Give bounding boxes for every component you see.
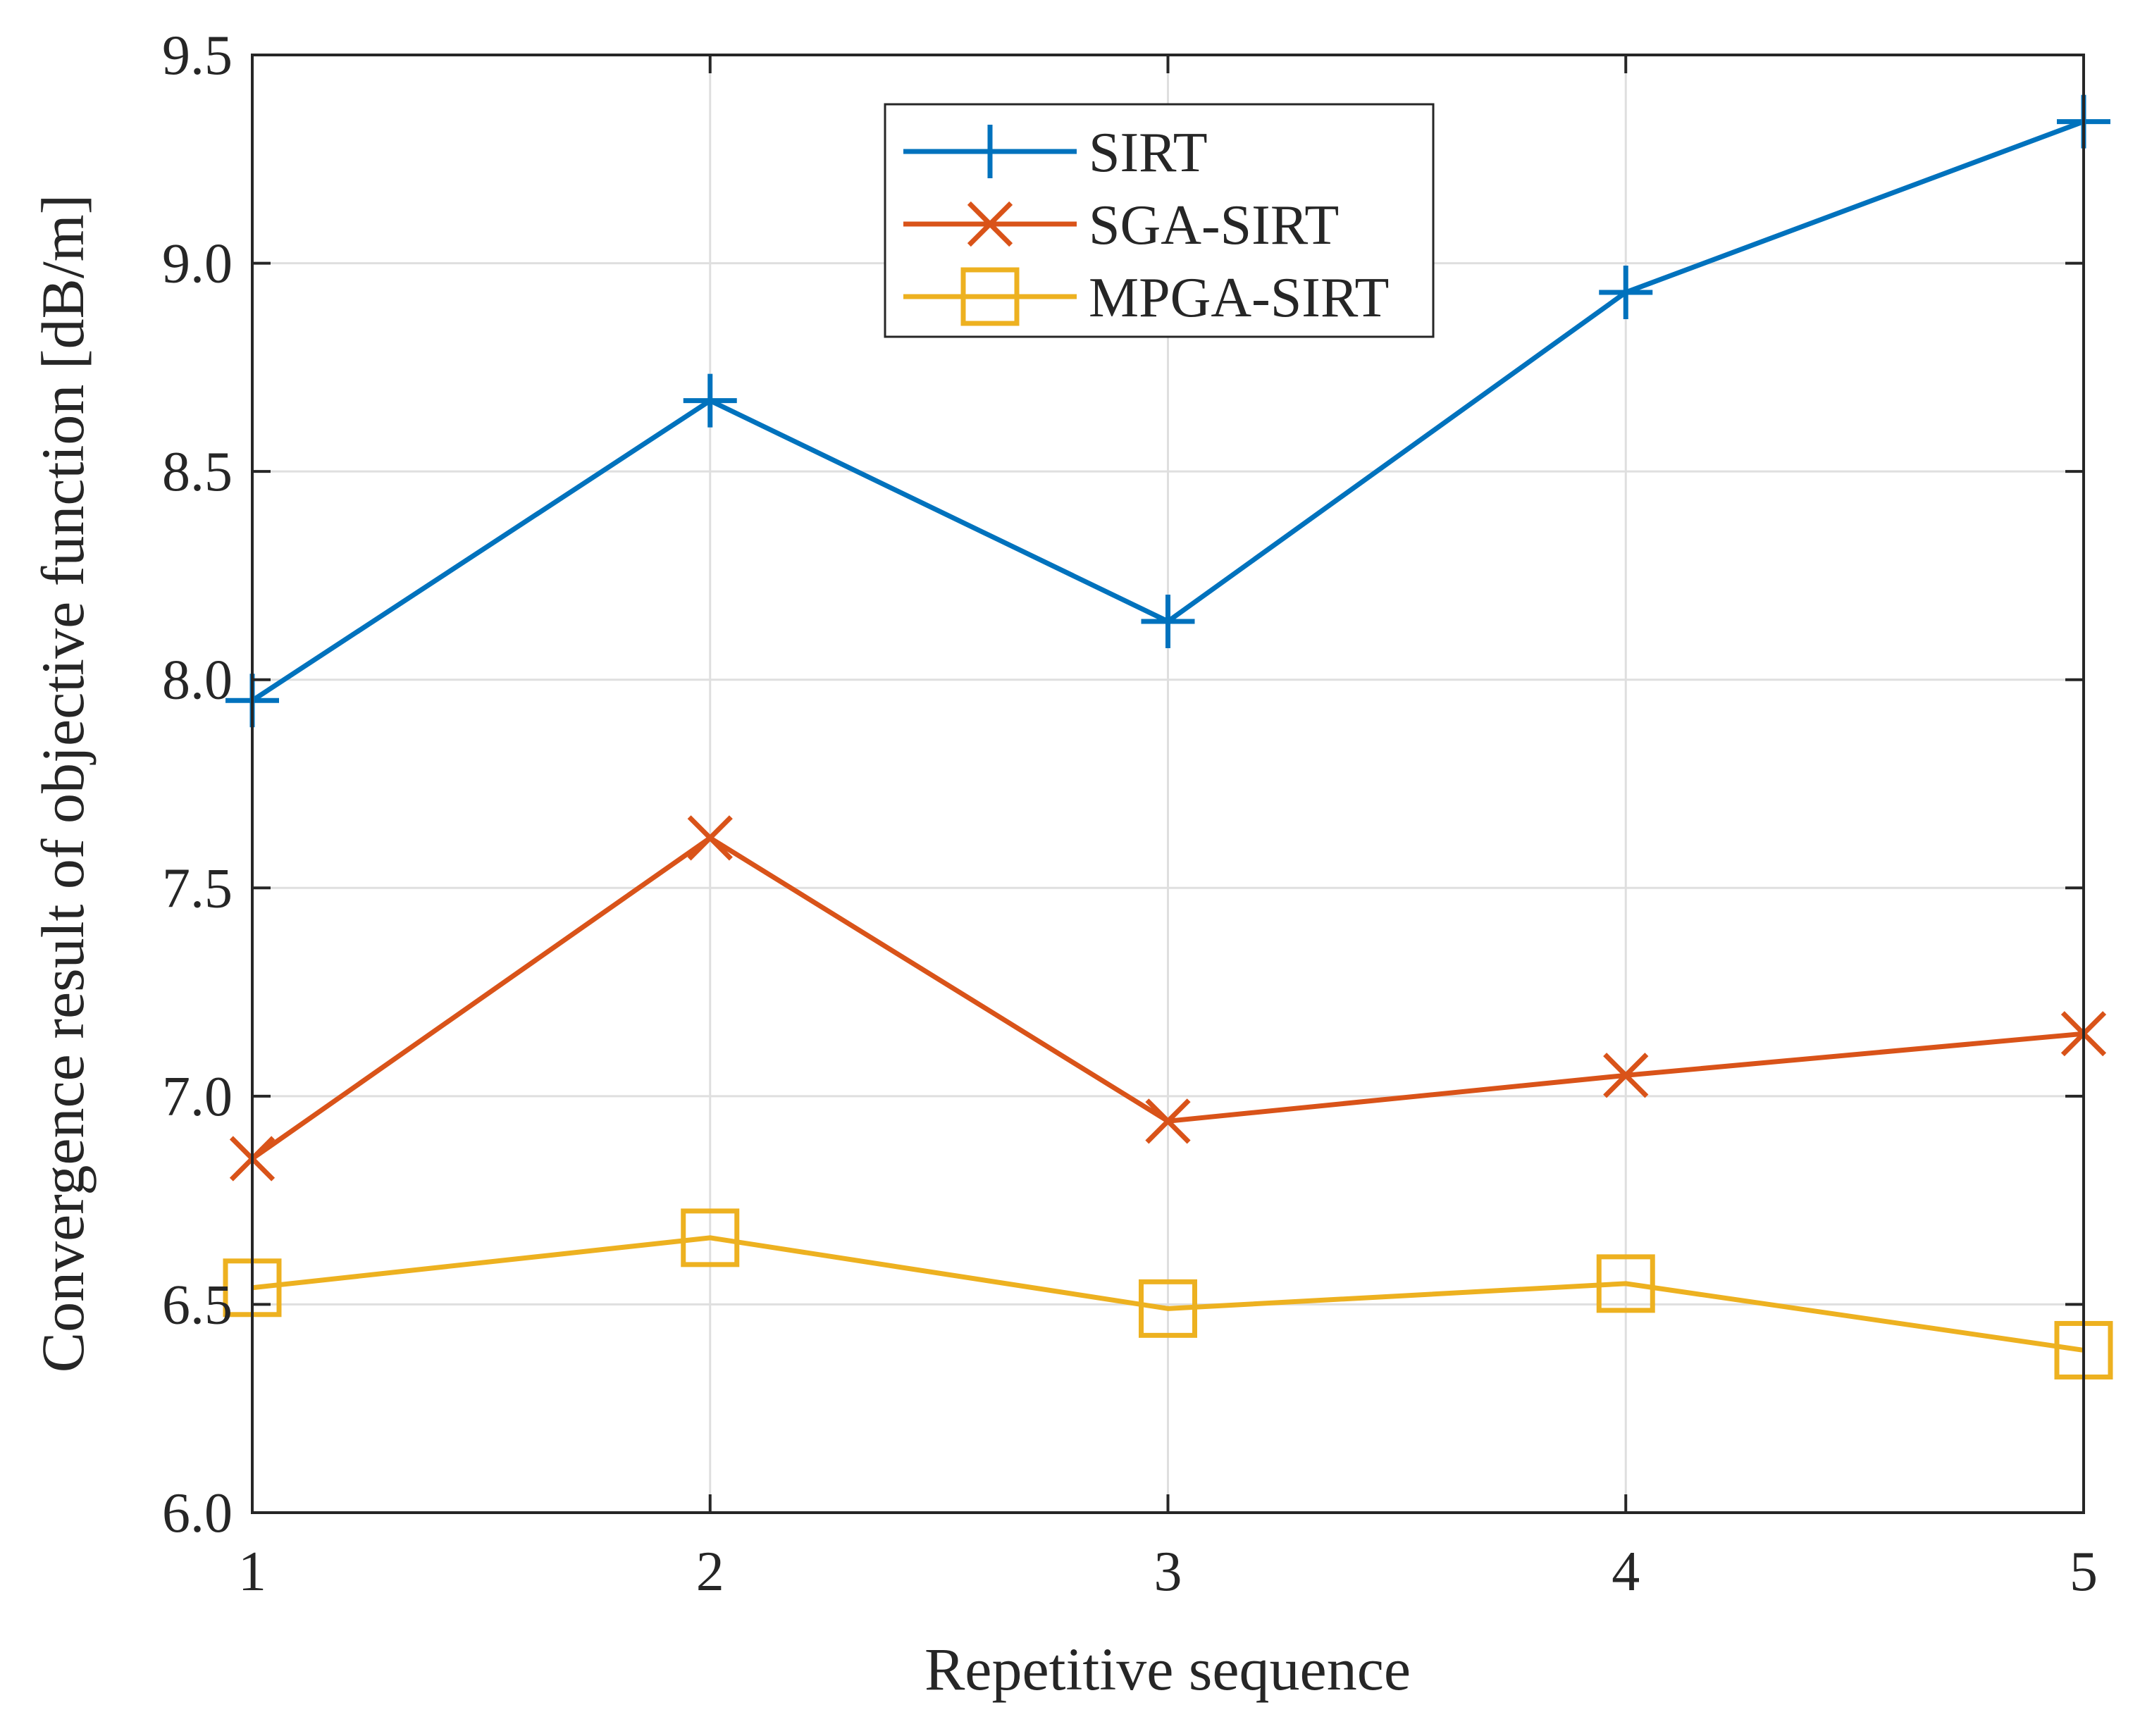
- data-point: [1596, 1254, 1655, 1313]
- x-tick-label: 4: [1612, 1541, 1640, 1603]
- marker-stroke: [1139, 1279, 1197, 1338]
- x-tick-label: 2: [696, 1541, 724, 1603]
- y-tick-label: 6.5: [162, 1274, 233, 1336]
- data-point: [687, 815, 733, 861]
- x-marker: [967, 201, 1013, 247]
- legend-label: SIRT: [1089, 122, 1208, 184]
- marker-stroke: [681, 1208, 740, 1267]
- data-point: [1141, 594, 1195, 648]
- y-tick-label: 9.5: [162, 25, 233, 87]
- marker-stroke: [1603, 1053, 1649, 1098]
- y-tick-label: 8.5: [162, 441, 233, 503]
- square-marker: [960, 267, 1020, 326]
- y-tick-label: 7.5: [162, 857, 233, 919]
- legend: SIRT SGA-SIRT MPGA-SIRT: [884, 103, 1435, 338]
- marker-stroke: [967, 201, 1013, 247]
- data-point: [1145, 1098, 1191, 1144]
- y-tick-label: 8.0: [162, 650, 233, 712]
- data-point: [1139, 1279, 1197, 1338]
- series-mpga-sirt: [223, 1208, 2113, 1380]
- marker-stroke: [687, 815, 733, 861]
- y-tick-label: 7.0: [162, 1066, 233, 1128]
- marker-stroke: [1145, 1098, 1191, 1144]
- legend-label: MPGA-SIRT: [1089, 267, 1389, 329]
- x-tick-label: 5: [2070, 1541, 2098, 1603]
- marker-stroke: [1596, 1254, 1655, 1313]
- ticks: 1 2 3 4 5 6.0 6.5 7.0 7.5 8.0 8.5 9.0 9.5: [162, 25, 2098, 1603]
- marker-stroke: [960, 267, 1020, 326]
- legend-item: SIRT: [903, 122, 1208, 184]
- legend-item: MPGA-SIRT: [903, 267, 1389, 329]
- plus-marker: [963, 125, 1017, 178]
- data-point: [683, 373, 737, 428]
- x-tick-label: 3: [1154, 1541, 1182, 1603]
- data-point: [1603, 1053, 1649, 1098]
- legend-item: SGA-SIRT: [903, 194, 1339, 256]
- x-axis-label: Repetitive sequence: [924, 1635, 1411, 1703]
- y-tick-label: 9.0: [162, 233, 233, 295]
- series-line: [252, 1235, 2084, 1353]
- data-point: [681, 1208, 740, 1267]
- x-tick-label: 1: [238, 1541, 266, 1603]
- legend-label: SGA-SIRT: [1089, 194, 1339, 256]
- y-axis-label: Convergence result of objective function…: [29, 194, 97, 1373]
- data-point: [1599, 265, 1653, 319]
- y-tick-label: 6.0: [162, 1482, 233, 1544]
